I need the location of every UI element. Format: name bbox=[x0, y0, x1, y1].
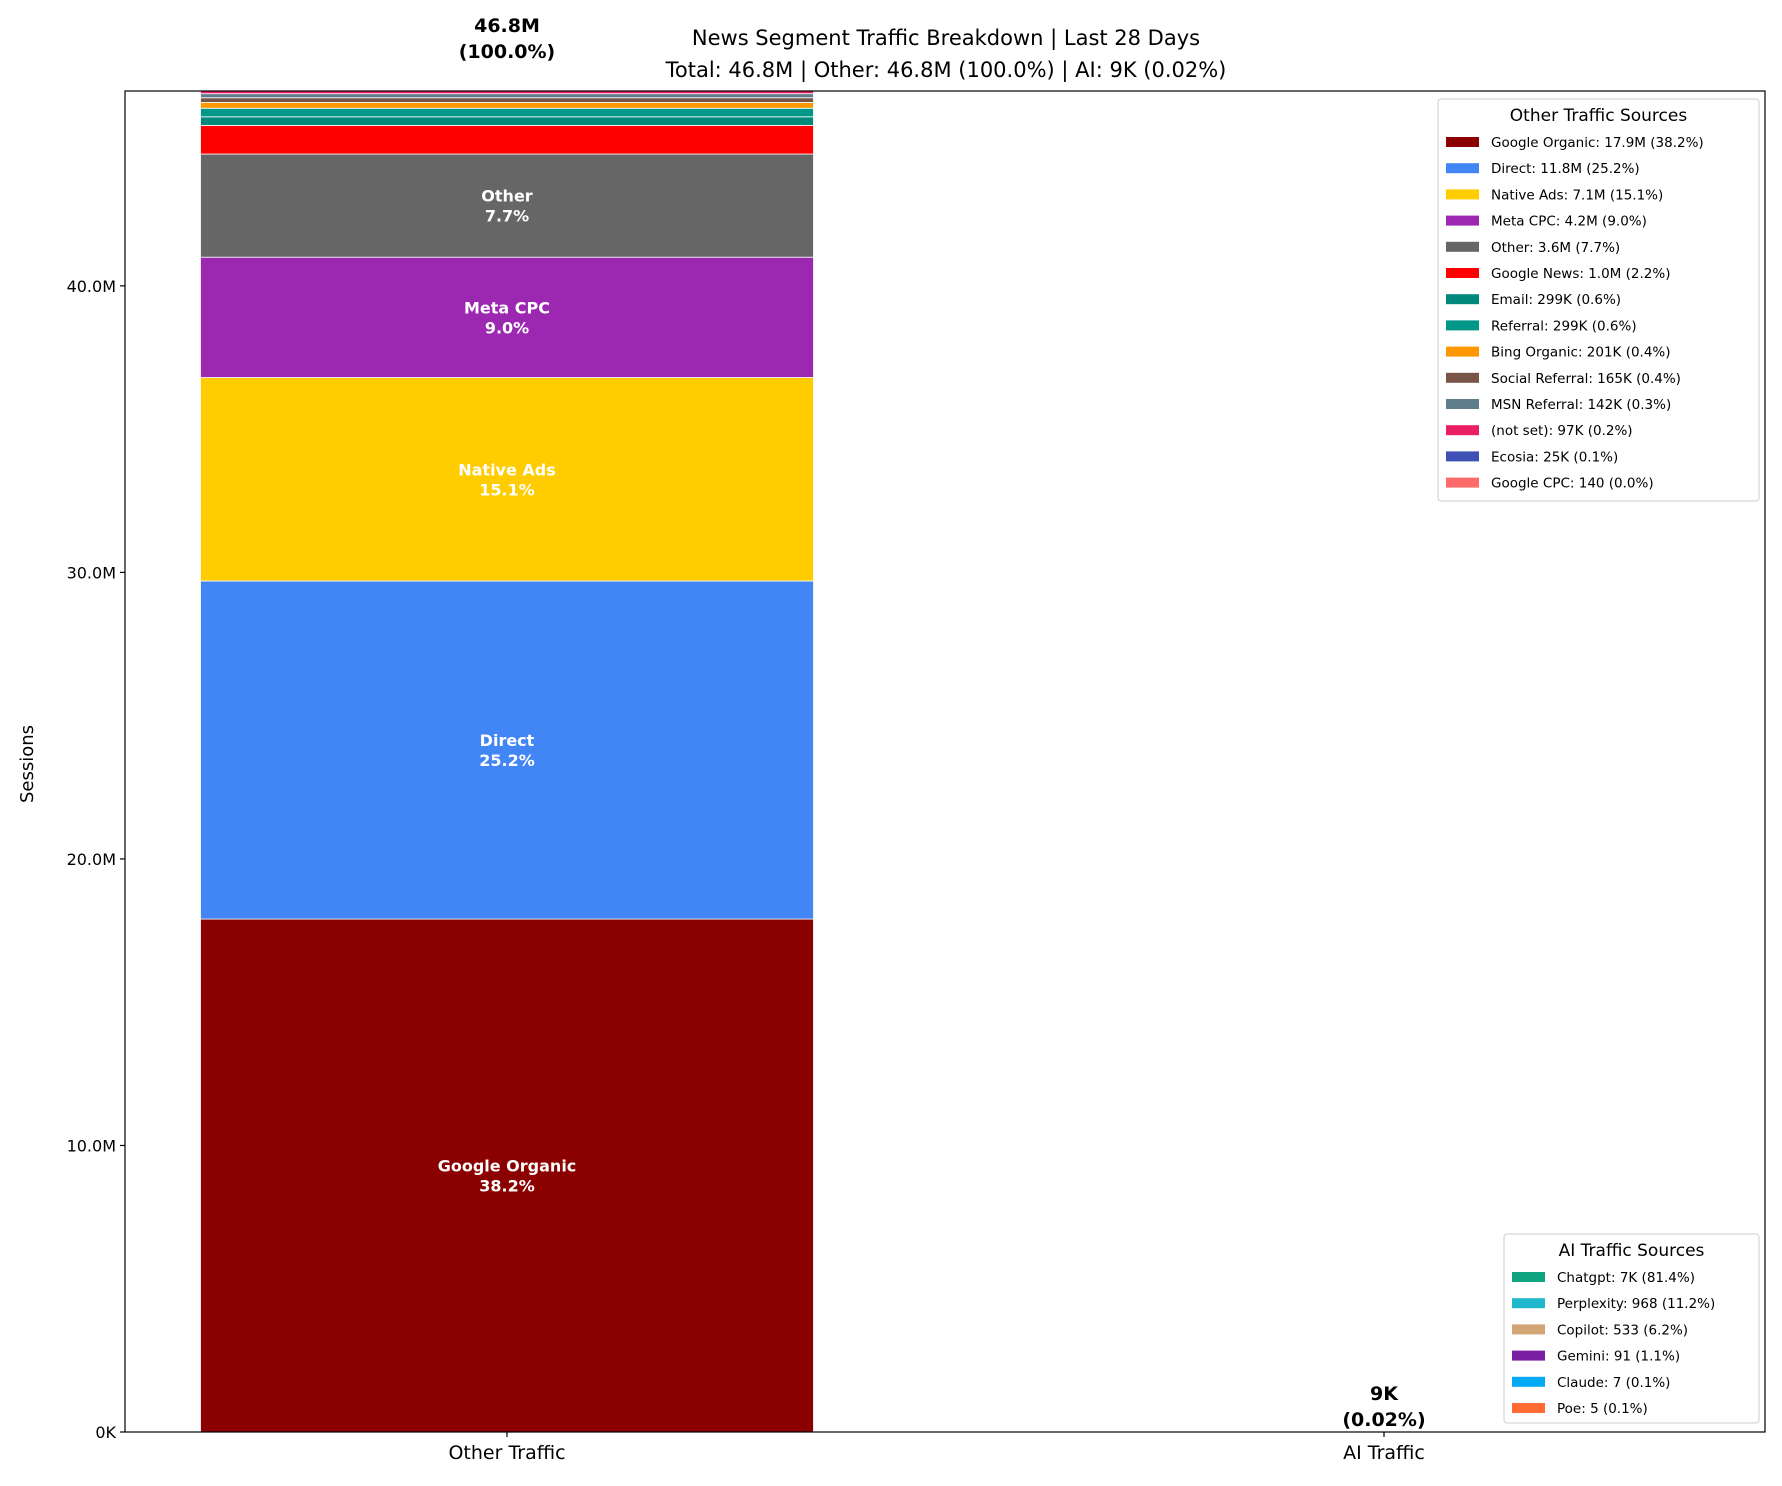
legend-entry: Bing Organic: 201K (0.4%) bbox=[1491, 345, 1671, 361]
other-sources-legend: Other Traffic Sources Google Organic: 17.… bbox=[1437, 98, 1760, 502]
legend-swatch bbox=[1446, 294, 1479, 305]
bar-segment-bing-organic bbox=[200, 102, 814, 109]
bar-total-percent: (100.0%) bbox=[459, 41, 556, 63]
legend-entry: Perplexity: 968 (11.2%) bbox=[1557, 1296, 1715, 1312]
segment-percent: 38.2% bbox=[479, 1177, 535, 1196]
y-axis-label: Sessions bbox=[17, 725, 38, 803]
segment-label: Google Organic bbox=[438, 1157, 577, 1176]
x-tick-label: Other Traffic bbox=[448, 1442, 565, 1464]
legend-swatch bbox=[1446, 320, 1479, 331]
y-tick-label: 0K bbox=[95, 1423, 116, 1442]
chart-title: News Segment Traffic Breakdown | Last 28… bbox=[692, 26, 1200, 51]
segment-percent: 15.1% bbox=[479, 480, 535, 499]
legend-entry: (not set): 97K (0.2%) bbox=[1491, 423, 1633, 439]
legend-swatch bbox=[1512, 1350, 1545, 1361]
legend-swatch bbox=[1446, 241, 1479, 252]
legend-swatch bbox=[1446, 425, 1479, 436]
bar-segment-other bbox=[200, 153, 814, 258]
legend-entry: Gemini: 91 (1.1%) bbox=[1557, 1349, 1680, 1365]
legend-swatch bbox=[1446, 346, 1479, 357]
bar-segment-social-referral bbox=[200, 97, 814, 103]
bar-segment-email bbox=[200, 116, 814, 126]
legend-entry: Poe: 5 (0.1%) bbox=[1557, 1401, 1648, 1417]
legend-swatch bbox=[1446, 215, 1479, 226]
legend-entry: Google CPC: 140 (0.0%) bbox=[1491, 476, 1654, 492]
legend-entry: Social Referral: 165K (0.4%) bbox=[1491, 371, 1681, 387]
bar-segment-google-organic bbox=[200, 918, 814, 1433]
segment-percent: 9.0% bbox=[485, 318, 529, 337]
legend-entry: Meta CPC: 4.2M (9.0%) bbox=[1491, 214, 1647, 230]
segment-percent: 25.2% bbox=[479, 751, 535, 770]
bar-segment-google-news bbox=[200, 124, 814, 155]
legend-entry: Email: 299K (0.6%) bbox=[1491, 292, 1621, 308]
legend-entry: Claude: 7 (0.1%) bbox=[1557, 1375, 1670, 1391]
legend-title: Other Traffic Sources bbox=[1510, 106, 1688, 126]
bar-total-value: 46.8M bbox=[474, 15, 540, 37]
legend-entry: Native Ads: 7.1M (15.1%) bbox=[1491, 187, 1663, 203]
bar-segment-meta-cpc bbox=[200, 256, 814, 378]
segment-label: Native Ads bbox=[458, 460, 556, 479]
y-tick-label: 30.0M bbox=[67, 563, 116, 582]
legend-swatch bbox=[1446, 372, 1479, 383]
x-tick-label: AI Traffic bbox=[1343, 1442, 1425, 1464]
bar-segment-referral bbox=[200, 107, 814, 118]
legend-swatch bbox=[1446, 189, 1479, 200]
legend-title: AI Traffic Sources bbox=[1559, 1241, 1705, 1261]
legend-swatch bbox=[1512, 1376, 1545, 1387]
legend-entry: Google News: 1.0M (2.2%) bbox=[1491, 266, 1670, 282]
chart-subtitle: Total: 46.8M | Other: 46.8M (100.0%) | A… bbox=[665, 58, 1227, 83]
legend-entry: Direct: 11.8M (25.2%) bbox=[1491, 161, 1640, 177]
legend-swatch bbox=[1446, 137, 1479, 147]
legend-box bbox=[1437, 98, 1760, 502]
y-tick-label: 40.0M bbox=[67, 277, 116, 296]
segment-label: Other bbox=[481, 187, 532, 206]
legend-swatch bbox=[1512, 1324, 1545, 1335]
legend-entry: MSN Referral: 142K (0.3%) bbox=[1491, 397, 1671, 413]
legend-swatch bbox=[1446, 163, 1479, 174]
legend-entry: Copilot: 533 (6.2%) bbox=[1557, 1322, 1688, 1338]
legend-swatch bbox=[1512, 1298, 1545, 1309]
segment-label: Direct bbox=[480, 731, 535, 750]
legend-swatch bbox=[1446, 268, 1479, 278]
bar-segment-direct bbox=[200, 580, 814, 920]
legend-swatch bbox=[1512, 1403, 1545, 1413]
y-tick-label: 20.0M bbox=[67, 850, 116, 869]
bar-total-value: 9K bbox=[1370, 1383, 1399, 1405]
y-tick-label: 10.0M bbox=[67, 1136, 116, 1155]
legend-entry: Chatgpt: 7K (81.4%) bbox=[1557, 1270, 1695, 1286]
segment-label: Meta CPC bbox=[464, 298, 550, 317]
legend-swatch bbox=[1446, 477, 1479, 488]
legend-swatch bbox=[1446, 451, 1479, 462]
bar-segment-msn-referral bbox=[200, 93, 814, 99]
ai-sources-legend: AI Traffic Sources Chatgpt: 7K (81.4%) Per… bbox=[1503, 1233, 1760, 1424]
legend-entry: Other: 3.6M (7.7%) bbox=[1491, 240, 1620, 256]
segment-percent: 7.7% bbox=[485, 207, 529, 226]
legend-swatch bbox=[1512, 1272, 1545, 1282]
legend-box bbox=[1503, 1233, 1760, 1424]
plot-frame bbox=[124, 90, 1766, 1433]
legend-entry: Google Organic: 17.9M (38.2%) bbox=[1491, 135, 1704, 151]
legend-swatch bbox=[1446, 399, 1479, 409]
legend-entry: Ecosia: 25K (0.1%) bbox=[1491, 449, 1618, 465]
legend-entry: Referral: 299K (0.6%) bbox=[1491, 318, 1637, 334]
bar-total-percent: (0.02%) bbox=[1342, 1409, 1425, 1431]
